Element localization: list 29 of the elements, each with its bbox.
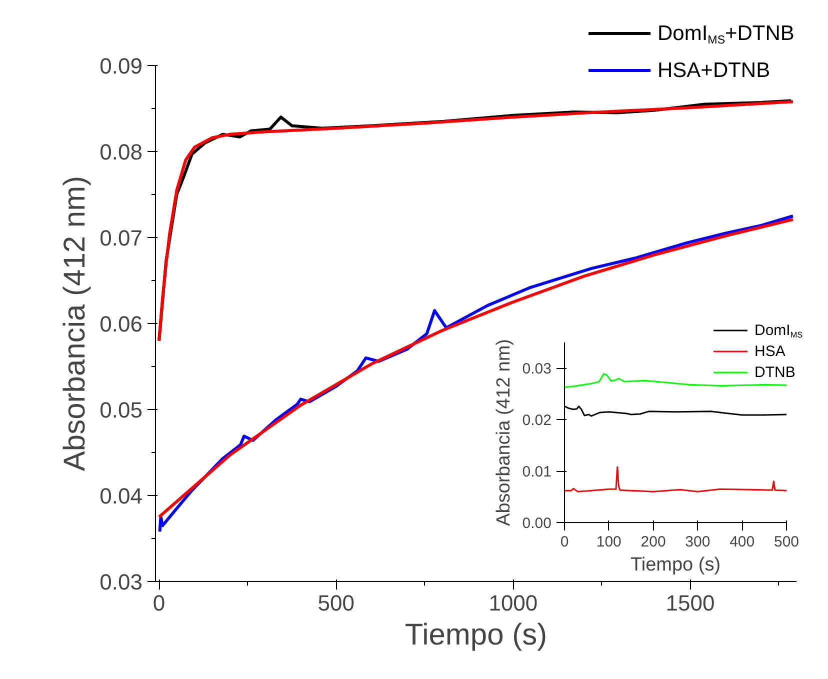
y-tick-label: 0.01 (522, 464, 552, 481)
x-tick-label: 300 (685, 534, 710, 550)
x-tick-label: 1000 (488, 590, 538, 616)
x-axis-title: Tiempo (s) (630, 554, 721, 576)
line-series (564, 466, 786, 492)
y-tick-label: 0.08 (100, 140, 143, 164)
x-tick-label: 500 (318, 590, 354, 616)
legend-label: DTNB (754, 364, 796, 381)
y-tick-label: 0.03 (100, 570, 143, 594)
legend-label: HSA+DTNB (658, 59, 770, 82)
x-tick-label: 200 (640, 534, 666, 550)
y-tick-label: 0.09 (100, 54, 143, 78)
y-tick-label: 0.03 (522, 360, 552, 378)
x-tick-label: 0 (152, 590, 166, 616)
legend-label: HSA (754, 343, 786, 360)
y-tick-label: 0.05 (100, 398, 143, 422)
y-tick-label: 0.02 (522, 412, 552, 430)
y-axis-title: Absorbancia (412 nm) (493, 339, 514, 526)
x-tick-label: 1500 (666, 590, 715, 616)
y-tick-label: 0.04 (100, 484, 143, 508)
x-tick-label: 100 (596, 534, 622, 550)
x-tick-label: 500 (774, 534, 800, 550)
x-tick-label: 0 (560, 534, 569, 550)
y-tick-label: 0.07 (100, 226, 143, 250)
y-axis-title: Absorbancia (412 nm) (58, 176, 92, 472)
y-tick-label: 0.00 (522, 515, 552, 532)
x-tick-label: 400 (730, 534, 755, 550)
y-tick-label: 0.06 (100, 312, 143, 336)
x-axis-title: Tiempo (s) (404, 618, 548, 652)
